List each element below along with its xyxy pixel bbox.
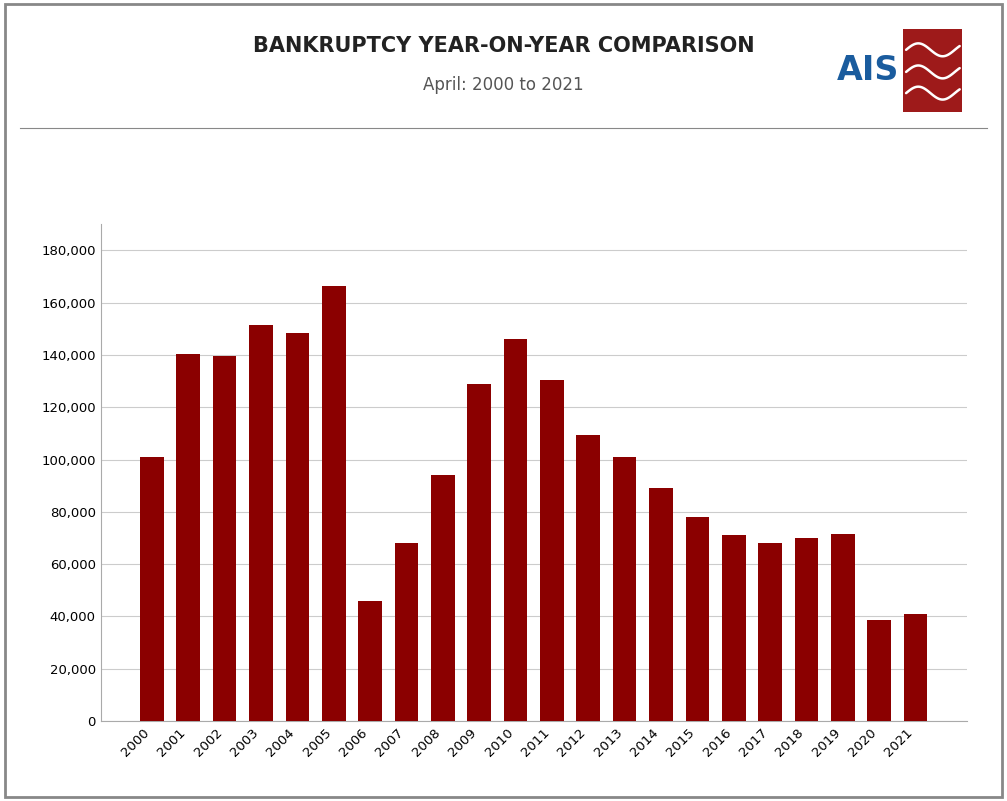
Bar [431, 475, 454, 721]
FancyBboxPatch shape [903, 29, 963, 111]
Bar [212, 356, 237, 721]
Bar [540, 380, 564, 721]
Bar [722, 535, 745, 721]
Bar [176, 354, 200, 721]
Bar [831, 534, 855, 721]
Bar [576, 435, 600, 721]
Bar [795, 538, 819, 721]
Bar [467, 384, 491, 721]
Text: AIS: AIS [837, 54, 899, 87]
Bar [249, 325, 273, 721]
Text: BANKRUPTCY YEAR-ON-YEAR COMPARISON: BANKRUPTCY YEAR-ON-YEAR COMPARISON [253, 36, 754, 56]
Bar [504, 340, 528, 721]
Bar [358, 601, 382, 721]
Bar [140, 457, 164, 721]
Bar [867, 620, 891, 721]
Bar [286, 332, 309, 721]
Bar [395, 543, 418, 721]
Bar [686, 517, 709, 721]
Bar [322, 286, 345, 721]
Bar [758, 543, 781, 721]
Bar [903, 614, 927, 721]
Bar [613, 457, 636, 721]
Bar [650, 489, 673, 721]
Text: April: 2000 to 2021: April: 2000 to 2021 [423, 76, 584, 94]
